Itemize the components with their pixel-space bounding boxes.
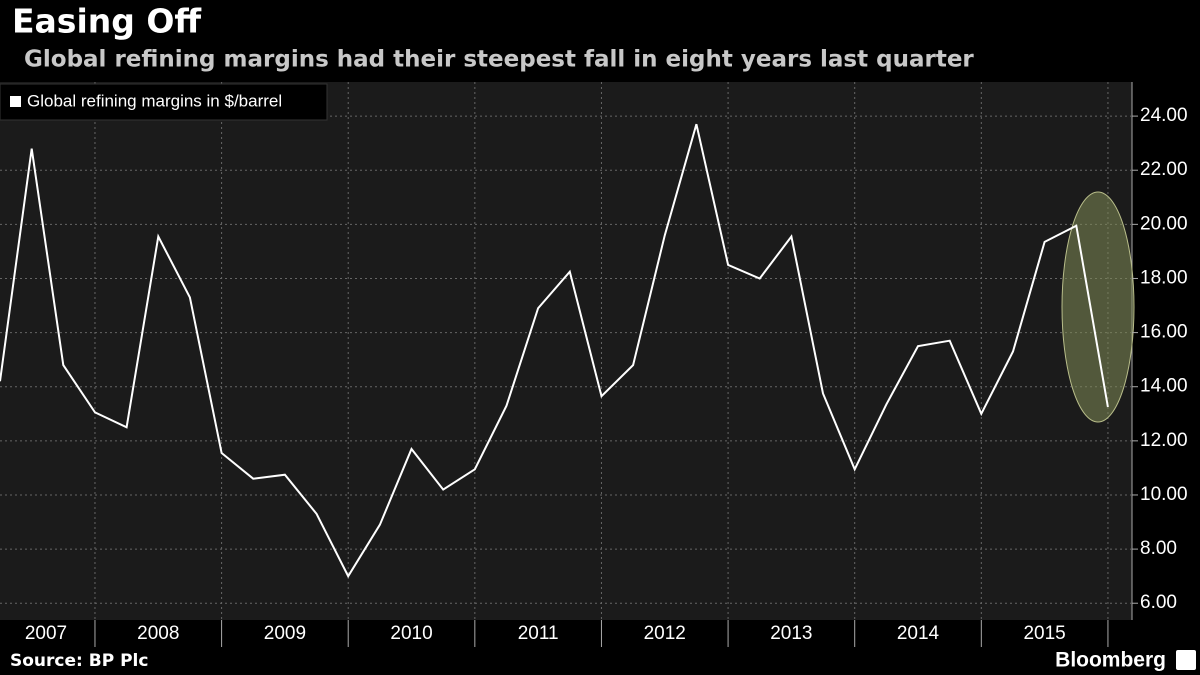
y-tick-label: 20.00	[1140, 213, 1188, 234]
y-tick-label: 10.00	[1140, 484, 1188, 505]
y-tick-label: 6.00	[1140, 592, 1177, 613]
y-tick-label: 14.00	[1140, 376, 1188, 397]
y-tick-label: 22.00	[1140, 159, 1188, 180]
y-tick-label: 12.00	[1140, 430, 1188, 451]
data-line	[0, 123, 1109, 579]
x-labels: 2007200820092010201120122013201420152016	[25, 623, 1066, 644]
x-tick-label: 2015	[1023, 623, 1065, 644]
source: Source: BP Plc	[10, 651, 148, 671]
x-tick-label: 2009	[264, 623, 306, 644]
y-tick-label: 8.00	[1140, 538, 1177, 559]
legend	[0, 83, 328, 121]
y-tick-label: 24.00	[1140, 105, 1188, 126]
chart-subtitle: Global refining margins had their steepe…	[24, 47, 974, 73]
x-tick-label: 2008	[137, 623, 179, 644]
x-tick-label: 2011	[518, 623, 559, 644]
brand-icon	[1176, 650, 1196, 670]
y-tick-label: 16.00	[1140, 322, 1188, 343]
x-tick-label: 2007	[25, 623, 67, 644]
plot-area	[0, 82, 1132, 620]
legend-label: Global refining margins in $/barrel	[27, 91, 282, 110]
legend-swatch	[10, 96, 21, 107]
chart-title: Easing Off	[12, 2, 202, 41]
x-tick-label: 2012	[644, 623, 686, 644]
x-tick-label: 2013	[770, 623, 812, 644]
x-tick-label: 2010	[390, 623, 432, 644]
x-tick-label: 2014	[897, 623, 940, 644]
y-tick-label: 18.00	[1140, 267, 1188, 288]
brand: Bloomberg	[1055, 649, 1166, 672]
